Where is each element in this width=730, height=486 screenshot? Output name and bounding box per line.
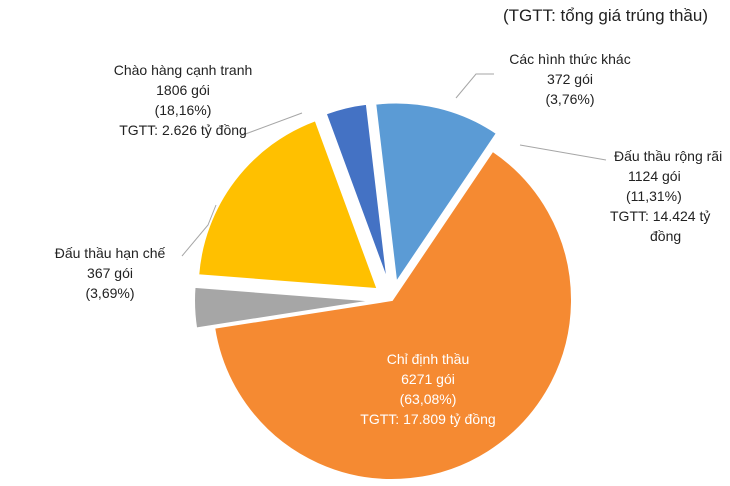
label-chi-dinh-thau-tgtt: TGTT: 17.809 tỷ đồng (360, 411, 496, 427)
leader-dau-thau-han-che (181, 204, 217, 257)
label-chao-hang-canh-tranh-name: Chào hàng cạnh tranh (113, 62, 253, 78)
label-chi-dinh-thau: Chỉ định thầu 6271 gói (63,08%) TGTT: 17… (338, 349, 518, 429)
label-dau-thau-han-che-percent: (3,69%) (85, 285, 135, 301)
label-dau-thau-rong-rai-name: Đấu thầu rộng rãi (614, 148, 723, 164)
label-chao-hang-canh-tranh-tgtt: TGTT: 2.626 tỷ đồng (119, 122, 247, 138)
label-cac-hinh-thuc-khac: Các hình thức khác 372 gói (3,76%) (495, 49, 645, 109)
label-dau-thau-han-che-count: 367 gói (87, 265, 133, 281)
leader-chao-hang-canh-tranh (239, 112, 303, 137)
label-cac-hinh-thuc-khac-name: Các hình thức khác (509, 51, 631, 67)
leader-cac-hinh-thuc-khac (455, 73, 494, 99)
label-chao-hang-canh-tranh-count: 1806 gói (156, 82, 210, 98)
label-dau-thau-rong-rai-tgtt-2: đồng (650, 228, 682, 244)
label-chi-dinh-thau-name: Chỉ định thầu (386, 351, 470, 367)
slice-cac-hinh-thuc-khac (324, 102, 389, 283)
label-chi-dinh-thau-percent: (63,08%) (399, 391, 457, 407)
label-dau-thau-han-che-name: Đấu thầu hạn chế (54, 245, 166, 261)
label-chao-hang-canh-tranh: Chào hàng cạnh tranh 1806 gói (18,16%) T… (88, 60, 278, 140)
slice-dau-thau-han-che (193, 285, 375, 330)
label-dau-thau-rong-rai-count: 1124 gói (628, 168, 681, 184)
slice-dau-thau-rong-rai (374, 101, 499, 286)
label-cac-hinh-thuc-khac-count: 372 gói (547, 71, 593, 87)
label-dau-thau-rong-rai: Đấu thầu rộng rãi 1124 gói (11,31%) TGTT… (598, 146, 730, 246)
label-dau-thau-han-che: Đấu thầu hạn chế 367 gói (3,69%) (30, 243, 190, 303)
slice-chi-dinh-thau (213, 149, 573, 481)
label-dau-thau-rong-rai-percent: (11,31%) (626, 188, 682, 204)
leader-dau-thau-rong-rai (519, 144, 607, 161)
label-chao-hang-canh-tranh-percent: (18,16%) (154, 102, 212, 118)
label-dau-thau-rong-rai-tgtt-1: TGTT: 14.424 tỷ (610, 208, 711, 224)
label-chi-dinh-thau-count: 6271 gói (401, 371, 455, 387)
chart-note: (TGTT: tổng giá trúng thầu) (502, 6, 708, 25)
slice-chao-hang-canh-tranh (197, 118, 380, 291)
label-cac-hinh-thuc-khac-percent: (3,76%) (545, 91, 595, 107)
